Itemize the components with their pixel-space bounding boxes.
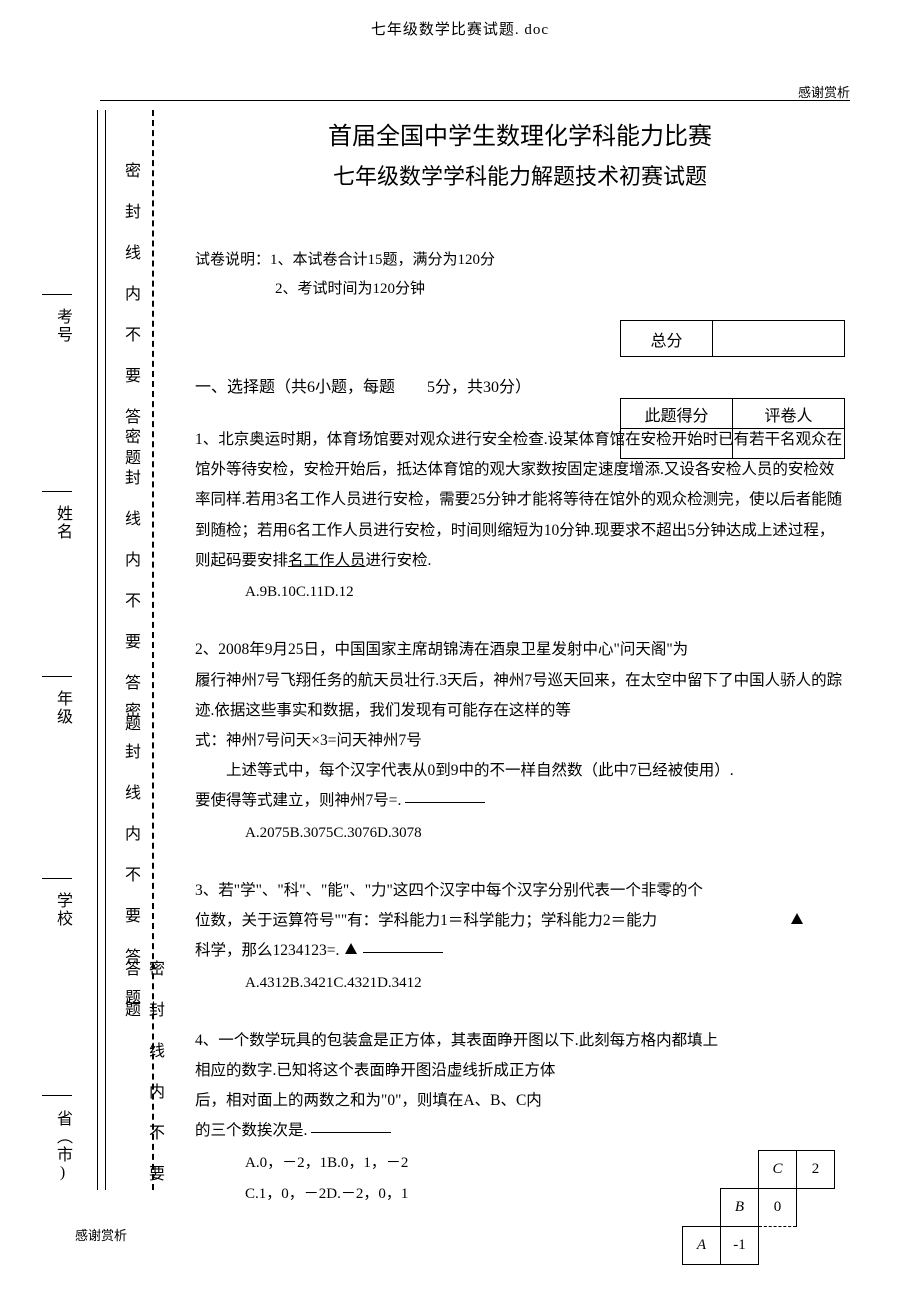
main-content: 首届全国中学生数理化学科能力比赛 七年级数学学科能力解题技术初赛试题 试卷说明：…: [195, 110, 845, 1209]
this-score-value: [621, 429, 733, 459]
rule-grade: [42, 676, 72, 677]
q4-l4-text: 的三个数挨次是.: [195, 1122, 307, 1139]
q1-options: A.9B.10C.11D.12: [195, 578, 845, 607]
cell-m1: -1: [721, 1227, 759, 1265]
q3-options: A.4312B.3421C.4321D.3412: [195, 969, 845, 998]
total-label: 总分: [621, 321, 713, 357]
seal-text-2: 密 封 线 内 不 要 答 题: [118, 702, 142, 1009]
instructions: 试卷说明：1、本试卷合计15题，满分为120分 2、考试时间为120分钟: [195, 246, 845, 303]
rule-province: [42, 1095, 72, 1096]
triangle-icon-2: [345, 943, 357, 954]
q3-l3: 科学，那么1234123=.: [195, 936, 845, 966]
q2-options: A.2075B.3075C.3076D.3078: [195, 819, 845, 848]
cell-2: 2: [797, 1151, 835, 1189]
total-value: [713, 321, 845, 357]
q2-l2: 履行神州7号飞翔任务的航天员壮行.3天后，神州7号巡天回来，在太空中留下了中国人…: [195, 666, 845, 726]
q4-l4: 的三个数挨次是.: [195, 1116, 615, 1146]
instr-line-1: 试卷说明：1、本试卷合计15题，满分为120分: [195, 246, 845, 275]
q1-underline: 名工作人员: [288, 552, 366, 569]
question-3: 3、若"学"、"科"、"能"、"力"这四个汉字中每个汉字分别代表一个非零的个 位…: [195, 876, 845, 998]
q1-tail: 进行安检.: [366, 552, 432, 569]
filename-header: 七年级数学比赛试题. doc: [0, 18, 920, 39]
label-province: 省（市): [50, 1110, 74, 1183]
q3-l3-text: 科学，那么1234123=.: [195, 942, 339, 959]
rule-id: [42, 294, 72, 295]
this-score-label: 此题得分: [621, 399, 733, 429]
cell-B: B: [721, 1189, 759, 1227]
q2-l5-text: 要使得等式建立，则神州7号=.: [195, 792, 401, 809]
cell-C: C: [759, 1151, 797, 1189]
q2-l5: 要使得等式建立，则神州7号=.: [195, 786, 845, 816]
cube-net-table: C 2 B 0 A -1: [682, 1150, 835, 1265]
cell-A: A: [683, 1227, 721, 1265]
q4-l1: 4、一个数学玩具的包装盒是正方体，其表面睁开图以下.此刻每方格内都填上: [195, 1026, 845, 1056]
exam-title-1: 首届全国中学生数理化学科能力比赛: [195, 116, 845, 151]
q3-l2: 位数，关于运算符号""有：学科能力1＝科学能力；学科能力2＝能力: [195, 906, 845, 936]
seal-text-4: 密 封 线 内 不 要 答 题: [118, 162, 142, 469]
exam-title-2: 七年级数学学科能力解题技术初赛试题: [195, 159, 845, 191]
q2-l1: 2、2008年9月25日，中国国家主席胡锦涛在酒泉卫星发射中心"问天阁"为: [195, 635, 845, 665]
exam-sidebar: 密 封 线 内 不 要 答 题 密 封 线 内 不 要 答 题 密 封 线 内 …: [50, 110, 150, 1190]
label-grade: 年级: [50, 690, 74, 726]
solid-line-1: [97, 110, 98, 1190]
section-score-table: 此题得分 评卷人: [620, 398, 845, 459]
bottom-note: 感谢赏析: [75, 1225, 127, 1244]
rule-school: [42, 878, 72, 879]
triangle-icon: [789, 906, 805, 936]
rule-name: [42, 491, 72, 492]
seal-text-3: 密 封 线 内 不 要 答 题: [118, 428, 142, 735]
q2-blank: [405, 802, 485, 803]
top-right-note: 感谢赏析: [798, 82, 850, 101]
q3-blank: [363, 952, 443, 953]
q4-l3: 后，相对面上的两数之和为"0"，则填在A、B、C内: [195, 1086, 615, 1116]
q4-blank: [311, 1132, 391, 1133]
label-name: 姓名: [50, 505, 74, 541]
q2-l3: 式：神州7号问天×3=问天神州7号: [195, 726, 845, 756]
top-rule: [100, 100, 850, 101]
question-2: 2、2008年9月25日，中国国家主席胡锦涛在酒泉卫星发射中心"问天阁"为 履行…: [195, 635, 845, 848]
q2-l4: 上述等式中，每个汉字代表从0到9中的不一样自然数（此中7已经被使用）.: [195, 756, 845, 786]
label-school: 学校: [50, 892, 74, 928]
marker-value: [733, 429, 845, 459]
q3-l2-text: 位数，关于运算符号""有：学科能力1＝科学能力；学科能力2＝能力: [195, 912, 657, 929]
solid-line-2: [105, 110, 106, 1190]
marker-label: 评卷人: [733, 399, 845, 429]
label-id: 考号: [50, 308, 74, 344]
total-score-table: 总分: [620, 320, 845, 357]
q3-l1: 3、若"学"、"科"、"能"、"力"这四个汉字中每个汉字分别代表一个非零的个: [195, 876, 845, 906]
instr-line-2: 2、考试时间为120分钟: [195, 275, 845, 304]
section-1-heading: 一、选择题（共6小题，每题 5分，共30分）: [195, 373, 845, 397]
q4-l2: 相应的数字.已知将这个表面睁开图沿虚线折成正方体: [195, 1056, 615, 1086]
cube-net-figure: C 2 B 0 A -1: [682, 1150, 835, 1265]
cell-0: 0: [759, 1189, 797, 1227]
